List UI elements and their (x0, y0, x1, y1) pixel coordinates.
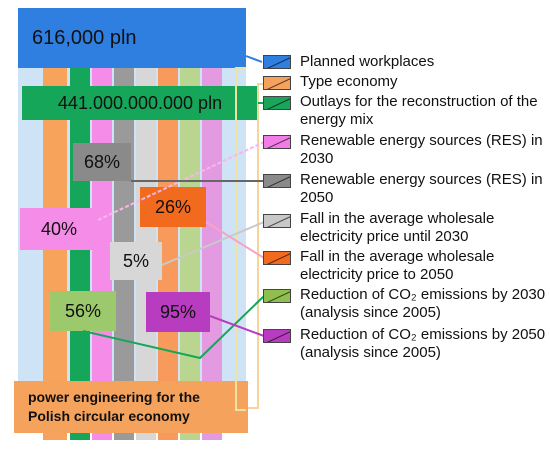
workplaces-box: 616,000 pln (18, 8, 246, 68)
price-2030-box: 5% (110, 242, 162, 280)
legend-label-outlays: Outlays for the reconstruction of the en… (300, 93, 538, 128)
legend-label-co2-2030: Reduction of CO₂ emissions by 2030 (anal… (300, 286, 546, 321)
strip-orange (43, 60, 67, 440)
legend-swatch-outlays (263, 96, 291, 110)
legend-label-res-2030: Renewable energy sources (RES) in 2030 (300, 132, 543, 167)
legend-swatch-type-economy (263, 76, 291, 90)
price-2030-value: 5% (122, 250, 149, 271)
co2-2050-value: 95% (159, 301, 197, 322)
line-co2-2030 (82, 295, 265, 360)
price-2050-box: 26% (140, 187, 206, 227)
res-2050-box: 68% (73, 143, 131, 181)
legend-label-price-2050: Fall in the average wholesale electricit… (300, 248, 495, 283)
outlays-box: 441.000.000.000 pln (22, 86, 258, 120)
strip-purple (202, 60, 222, 440)
legend-swatch-price-2050 (263, 251, 291, 265)
price-2050-value: 26% (154, 196, 192, 217)
legend-label-co2-2050: Reduction of CO₂ emissions by 2050 (anal… (300, 326, 546, 361)
legend-swatch-res-2030 (263, 135, 291, 149)
line-price-2030 (161, 221, 265, 266)
workplaces-value: 616,000 pln (32, 26, 137, 49)
line-co2-2050 (209, 315, 265, 337)
legend-label-workplaces: Planned workplaces (300, 53, 435, 70)
co2-2030-box: 56% (50, 291, 116, 331)
res-2030-box: 40% (20, 208, 98, 250)
co2-2030-value: 56% (64, 300, 102, 321)
res-2030-value: 40% (40, 218, 78, 239)
line-price-2050 (205, 221, 265, 259)
strip-orange-red (158, 60, 178, 440)
outlays-value: 441.000.000.000 pln (57, 92, 223, 113)
legend-swatch-price-2030 (263, 214, 291, 228)
legend-swatch-co2-2030 (263, 289, 291, 303)
legend-label-price-2030: Fall in the average wholesale electricit… (300, 210, 495, 245)
legend-label-type-economy: Type economy (300, 73, 398, 90)
legend-swatch-res-2050 (263, 174, 291, 188)
line-workplaces (245, 55, 263, 63)
footer-box: power engineering for the Polish circula… (14, 381, 248, 433)
legend-label-res-2050: Renewable energy sources (RES) in 2050 (300, 171, 543, 206)
res-2050-value: 68% (83, 151, 121, 172)
strip-lightgreen (180, 60, 200, 440)
footer-text: power engineering for the Polish circula… (28, 389, 200, 424)
co2-2050-box: 95% (146, 292, 210, 332)
legend-swatch-workplaces (263, 55, 291, 69)
legend-swatch-co2-2050 (263, 329, 291, 343)
line-type-economy (248, 83, 264, 409)
bracket-line (235, 67, 246, 411)
